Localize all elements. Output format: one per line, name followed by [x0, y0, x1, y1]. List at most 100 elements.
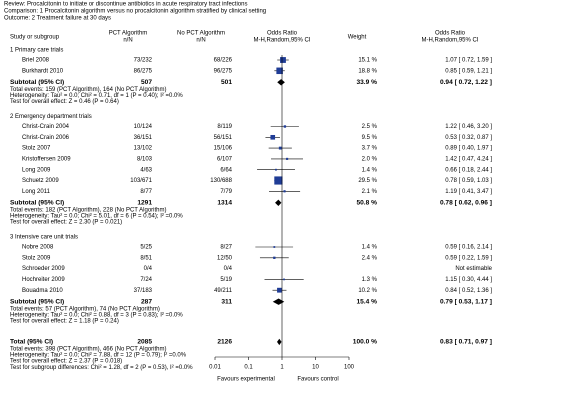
- study-name: Christ-Crain 2004: [22, 124, 70, 130]
- study-weight: 2.1 %: [362, 189, 378, 195]
- study-pct: 0/4: [144, 266, 153, 272]
- study-ci: 1.19 [ 0.41, 3.47 ]: [445, 189, 492, 195]
- study-square: [276, 67, 283, 75]
- study-pct: 103/671: [130, 178, 152, 184]
- study-name: Burkhardt 2010: [22, 68, 64, 74]
- x-tick-label: 0.01: [209, 365, 221, 371]
- summary-pct: 507: [141, 79, 152, 86]
- study-ci: 1.42 [ 0.47, 4.24 ]: [445, 156, 492, 162]
- x-tick-label: 10: [312, 365, 319, 371]
- study-pct: 13/102: [134, 146, 153, 152]
- study-pct: 73/232: [134, 58, 153, 64]
- study-weight: 3.7 %: [362, 146, 378, 152]
- study-pct: 7/24: [140, 277, 152, 283]
- study-square: [277, 287, 282, 293]
- summary-nopct: 2126: [217, 339, 232, 346]
- summary-ci: 0.78 [ 0.62, 0.96 ]: [440, 200, 492, 207]
- note: Total events: 159 (PCT Algorithm), 164 (…: [10, 87, 167, 93]
- note: Heterogeneity: Tau² = 0.0; Chi² = 0.71, …: [10, 93, 183, 99]
- study-square: [280, 57, 286, 63]
- summary-nopct: 501: [221, 79, 232, 86]
- header-study: Study or subgroup: [10, 35, 60, 41]
- header-nopct: No PCT Algorithm: [177, 31, 225, 37]
- study-nopct: 12/50: [217, 255, 233, 261]
- summary-ci: 0.83 [ 0.71, 0.97 ]: [440, 339, 492, 346]
- study-name: Schuetz 2009: [22, 178, 59, 184]
- summary-weight: 50.8 %: [356, 200, 377, 207]
- study-ci: 0.78 [ 0.59, 1.03 ]: [445, 178, 492, 184]
- study-weight: 9.5 %: [362, 135, 378, 141]
- study-ci: 0.84 [ 0.52, 1.36 ]: [445, 288, 492, 294]
- summary-nopct: 1314: [217, 200, 232, 207]
- study-square: [278, 146, 282, 150]
- note: Total events: 398 (PCT Algorithm), 466 (…: [10, 346, 167, 352]
- study-name: Kristoffersen 2009: [22, 156, 71, 162]
- study-nopct: 8/27: [220, 245, 232, 251]
- group-title: 2 Emergency department trials: [10, 114, 92, 120]
- summary-weight: 100.0 %: [353, 339, 377, 346]
- study-weight: 2.4 %: [362, 255, 378, 261]
- note: Heterogeneity: Tau² = 0.0; Chi² = 7.88, …: [10, 353, 187, 359]
- study-name: Hochreiter 2009: [22, 277, 65, 283]
- header-pct-n: n/N: [123, 38, 132, 44]
- study-ci: 1.15 [ 0.30, 4.44 ]: [445, 277, 492, 283]
- study-ci: 0.66 [ 0.18, 2.44 ]: [445, 167, 492, 173]
- study-nopct: 8/119: [217, 124, 232, 130]
- x-tick-label: 1: [280, 365, 284, 371]
- study-ci: Not estimable: [455, 266, 492, 272]
- group-title: 1 Primary care trials: [10, 48, 63, 54]
- study-pct: 8/77: [140, 189, 152, 195]
- study-name: Bouadma 2010: [22, 288, 63, 294]
- study-nopct: 96/275: [214, 68, 233, 74]
- study-square: [270, 134, 276, 140]
- pooled-diamond: [277, 338, 282, 346]
- group-title: 3 Intensive care unit trials: [10, 235, 78, 241]
- note: Total events: 182 (PCT Algorithm), 228 (…: [10, 207, 167, 213]
- study-weight: 2.5 %: [362, 124, 378, 130]
- study-square: [283, 190, 286, 193]
- study-nopct: 15/106: [214, 146, 233, 152]
- study-name: Briel 2008: [22, 58, 50, 64]
- summary-pct: 1291: [137, 200, 152, 207]
- note: Test for overall effect: Z = 0.46 (P = 0…: [10, 99, 119, 105]
- study-weight: 18.8 %: [358, 68, 377, 74]
- pooled-diamond: [277, 79, 285, 86]
- study-name: Long 2009: [22, 167, 51, 173]
- header-weight: Weight: [348, 35, 367, 41]
- x-tick-label: 100: [344, 365, 355, 371]
- note: Test for overall effect: Z = 1.18 (P = 0…: [10, 318, 119, 324]
- note: Test for overall effect: Z = 2.37 (P = 0…: [10, 359, 122, 365]
- note: Total events: 57 (PCT Algorithm), 74 (No…: [10, 306, 160, 312]
- header-pct: PCT Algorithm: [109, 31, 148, 37]
- study-nopct: 6/107: [217, 156, 233, 162]
- study-pct: 8/51: [140, 255, 152, 261]
- study-ci: 1.22 [ 0.46, 3.20 ]: [445, 124, 492, 130]
- note: Test for overall effect: Z = 2.30 (P = 0…: [10, 220, 122, 226]
- note: Heterogeneity: Tau² = 0.0; Chi² = 5.01, …: [10, 213, 183, 219]
- study-nopct: 68/226: [214, 58, 233, 64]
- study-nopct: 5/19: [220, 277, 232, 283]
- study-weight: 29.5 %: [358, 178, 377, 184]
- summary-label: Subtotal (95% CI): [10, 298, 64, 305]
- review: Review: Procalcitonin to initiate or dis…: [4, 2, 247, 8]
- x-tick-label: 0.1: [244, 365, 253, 371]
- pooled-diamond: [272, 298, 285, 305]
- study-square: [275, 168, 277, 171]
- study-name: Christ-Crain 2006: [22, 135, 70, 141]
- header-nopct-n: n/N: [196, 38, 205, 44]
- study-weight: 1.4 %: [362, 167, 378, 173]
- study-pct: 86/275: [134, 68, 153, 74]
- study-ci: 1.07 [ 0.72, 1.59 ]: [445, 58, 492, 64]
- study-name: Nobre 2008: [22, 245, 54, 251]
- study-weight: 10.2 %: [358, 288, 377, 294]
- study-weight: 1.4 %: [362, 245, 378, 251]
- study-nopct: 0/4: [224, 266, 233, 272]
- summary-weight: 15.4 %: [356, 298, 377, 305]
- study-name: Schroeder 2009: [22, 266, 65, 272]
- study-name: Stolz 2007: [22, 146, 51, 152]
- study-ci: 0.89 [ 0.40, 1.97 ]: [445, 146, 492, 152]
- study-nopct: 56/151: [214, 135, 233, 141]
- study-name: Long 2011: [22, 189, 51, 195]
- study-pct: 37/183: [134, 288, 153, 294]
- header-ci: Odds Ratio: [435, 31, 466, 37]
